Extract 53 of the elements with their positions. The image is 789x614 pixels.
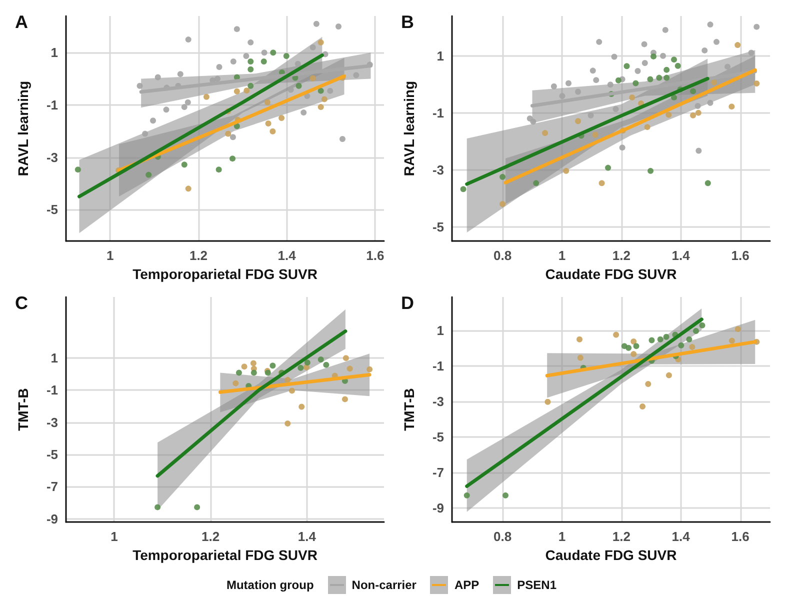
y-axis-title: RAVL learning xyxy=(401,80,417,176)
y-tick-label: -1 xyxy=(432,105,444,120)
x-tick-label: 1.6 xyxy=(366,248,384,263)
chart-title: C xyxy=(15,293,28,313)
x-tick-label: 1.4 xyxy=(298,529,317,544)
chart-title: B xyxy=(401,12,414,32)
legend-title: Mutation group xyxy=(226,578,314,592)
y-tick-label: -3 xyxy=(46,414,58,430)
x-axis-title: Caudate FDG SUVR xyxy=(545,266,677,282)
legend-label: APP xyxy=(454,578,480,592)
y-axis-title: RAVL learning xyxy=(15,80,31,176)
y-tick-label: -5 xyxy=(46,202,58,218)
y-tick-label: 1 xyxy=(436,323,444,338)
x-tick-label: 1 xyxy=(106,248,114,263)
x-tick-label: 0.8 xyxy=(493,529,512,544)
y-tick-label: -3 xyxy=(432,162,444,178)
x-tick-label: 1 xyxy=(558,529,566,544)
x-tick-label: 1.2 xyxy=(612,248,630,263)
y-tick-label: -5 xyxy=(432,429,444,444)
x-tick-label: 1 xyxy=(558,248,566,263)
legend-label: PSEN1 xyxy=(517,578,557,592)
y-tick-label: -9 xyxy=(432,500,444,516)
x-axis-title: Temporoparietal FDG SUVR xyxy=(132,547,318,563)
y-tick-label: -7 xyxy=(46,479,58,494)
x-tick-label: 1 xyxy=(110,529,118,544)
chart-title: A xyxy=(15,12,28,32)
x-tick-label: 0.8 xyxy=(493,248,512,263)
y-tick-label: -3 xyxy=(432,394,444,410)
chart-title: D xyxy=(401,293,414,313)
y-tick-label: 1 xyxy=(50,45,58,60)
x-tick-label: 1.2 xyxy=(612,529,630,544)
x-tick-label: 1.6 xyxy=(731,529,750,544)
y-tick-label: 1 xyxy=(436,48,444,64)
y-tick-label: -9 xyxy=(46,511,58,526)
y-tick-label: -5 xyxy=(432,219,444,234)
x-axis-title: Temporoparietal FDG SUVR xyxy=(132,266,318,282)
x-tick-label: 1.4 xyxy=(672,248,691,263)
y-tick-label: -5 xyxy=(46,447,58,462)
y-tick-label: 1 xyxy=(50,350,58,366)
x-tick-label: 1.6 xyxy=(731,248,750,263)
y-tick-label: -3 xyxy=(46,150,58,165)
x-axis-title: Caudate FDG SUVR xyxy=(545,547,677,563)
y-axis-title: TMT-B xyxy=(15,388,31,431)
y-tick-label: -1 xyxy=(46,382,58,398)
legend-label: Non-carrier xyxy=(352,578,416,592)
y-tick-label: -1 xyxy=(46,97,58,112)
y-tick-label: -7 xyxy=(432,464,444,480)
x-tick-label: 1.4 xyxy=(672,529,691,544)
x-tick-label: 1.2 xyxy=(202,529,220,544)
x-tick-label: 1.4 xyxy=(278,248,297,263)
y-tick-label: -1 xyxy=(432,358,444,374)
x-tick-label: 1.2 xyxy=(189,248,208,263)
y-axis-title: TMT-B xyxy=(401,388,417,431)
